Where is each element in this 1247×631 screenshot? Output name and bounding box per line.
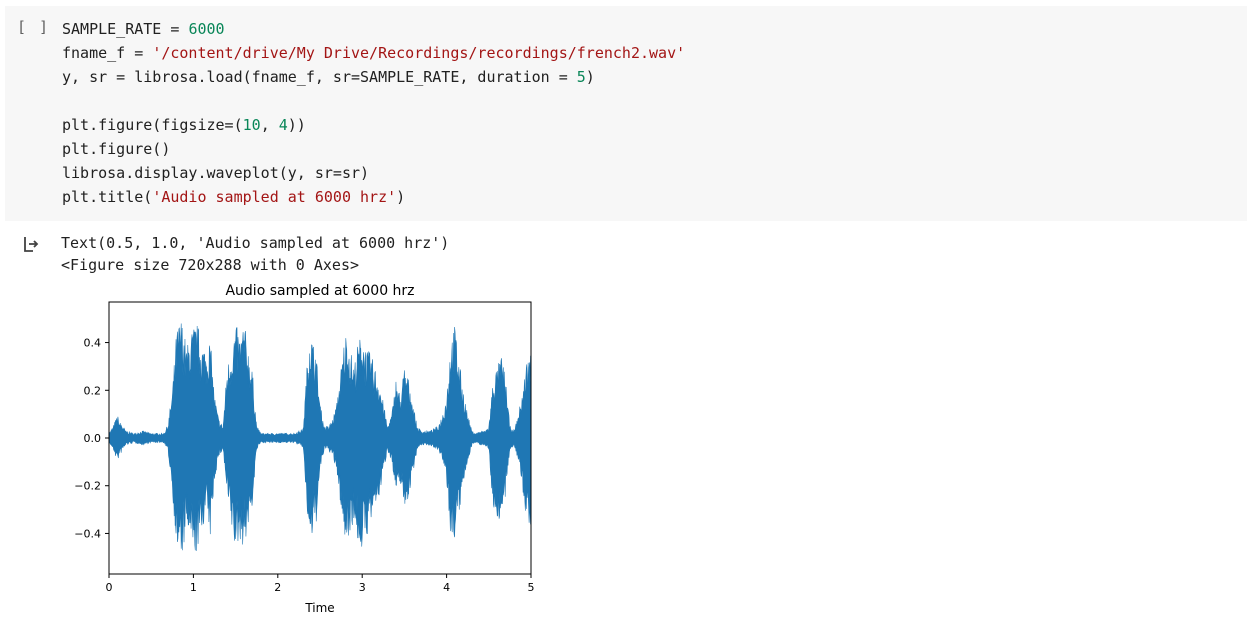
code-token: '/content/drive/My Drive/Recordings/reco…	[152, 44, 686, 62]
code-editor[interactable]: SAMPLE_RATE = 6000 fname_f = '/content/dr…	[62, 17, 685, 209]
x-tick-label: 0	[106, 581, 113, 594]
output-area: Text(0.5, 1.0, 'Audio sampled at 6000 hr…	[0, 228, 1247, 631]
code-token: )	[585, 68, 595, 86]
code-token: 4	[278, 116, 288, 134]
code-token: 6000	[188, 20, 225, 38]
output-text: Text(0.5, 1.0, 'Audio sampled at 6000 hr…	[61, 232, 449, 276]
waveform-series	[108, 323, 532, 551]
y-tick-label: −0.4	[74, 527, 101, 540]
axis-ticks: 0 1 2 3 4 5 0.4 0.2 0.0 −0.2 −0.4	[74, 337, 534, 594]
x-tick-label: 4	[443, 581, 450, 594]
code-line: fname_f = '/content/drive/My Drive/Recor…	[62, 41, 685, 65]
x-tick-label: 5	[528, 581, 535, 594]
code-token: librosa.display.waveplot(y, sr=sr)	[62, 164, 370, 182]
code-line: plt.figure()	[62, 137, 685, 161]
waveform-chart: Audio sampled at 6000 hrz 0 1 2 3 4 5 0.4 0.2 0.…	[74, 283, 534, 615]
code-token: plt.title(	[62, 188, 153, 206]
code-token: plt.figure()	[62, 140, 171, 158]
output-line: <Figure size 720x288 with 0 Axes>	[61, 256, 360, 274]
y-tick-label: 0.0	[84, 432, 102, 445]
y-tick-label: 0.4	[84, 337, 102, 350]
code-line: SAMPLE_RATE = 6000	[62, 17, 685, 41]
code-line: y, sr = librosa.load(fname_f, sr=SAMPLE_…	[62, 65, 685, 89]
y-tick-label: −0.2	[74, 480, 101, 493]
x-axis-label: Time	[304, 601, 334, 615]
code-token: )	[396, 188, 406, 206]
code-token: 'Audio sampled at 6000 hrz'	[152, 188, 397, 206]
y-tick-label: 0.2	[84, 384, 102, 397]
code-line: plt.title('Audio sampled at 6000 hrz')	[62, 185, 685, 209]
code-token: fname_f =	[62, 44, 153, 62]
output-line: Text(0.5, 1.0, 'Audio sampled at 6000 hr…	[61, 234, 450, 252]
output-arrow-icon[interactable]	[22, 235, 40, 253]
chart-title: Audio sampled at 6000 hrz	[225, 283, 414, 299]
code-token: 10	[242, 116, 261, 134]
code-token: SAMPLE_RATE =	[62, 20, 189, 38]
code-token: plt.figure(figsize=(	[62, 116, 243, 134]
code-line: librosa.display.waveplot(y, sr=sr)	[62, 161, 685, 185]
waveform-area	[108, 323, 532, 551]
run-cell-button[interactable]: [ ]	[17, 18, 51, 36]
x-tick-label: 3	[359, 581, 366, 594]
code-line: plt.figure(figsize=(10, 4))	[62, 113, 685, 137]
code-token: 5	[576, 68, 586, 86]
code-token: y, sr = librosa.load(fname_f, sr=SAMPLE_…	[62, 68, 577, 86]
x-tick-label: 1	[190, 581, 197, 594]
code-cell[interactable]: [ ] SAMPLE_RATE = 6000 fname_f = '/conten…	[5, 6, 1247, 221]
x-tick-label: 2	[274, 581, 281, 594]
code-line	[62, 89, 685, 113]
code-token: ,	[260, 116, 279, 134]
code-token: ))	[287, 116, 306, 134]
